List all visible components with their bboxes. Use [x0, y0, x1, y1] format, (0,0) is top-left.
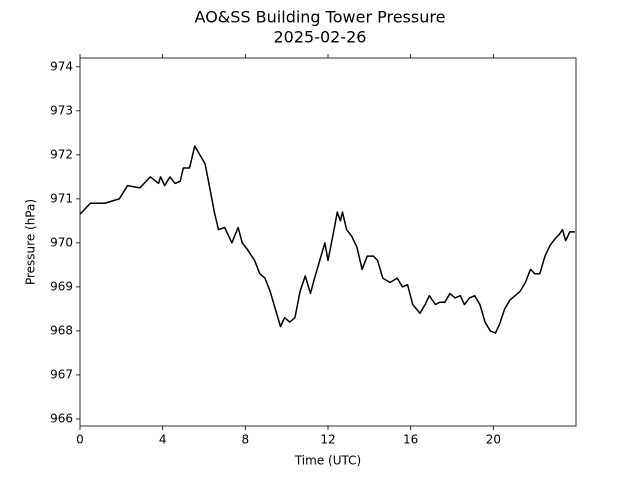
x-tick-label: 16 — [403, 433, 418, 447]
y-tick-label: 968 — [50, 323, 73, 337]
chart-title: AO&SS Building Tower Pressure — [195, 8, 446, 27]
x-axis-label: Time (UTC) — [294, 454, 361, 468]
x-tick-label: 4 — [159, 433, 167, 447]
y-tick-label: 973 — [50, 103, 73, 117]
y-tick-label: 970 — [50, 235, 73, 249]
chart-subtitle: 2025-02-26 — [274, 28, 367, 47]
y-tick-label: 966 — [50, 411, 73, 425]
y-tick-label: 974 — [50, 59, 73, 73]
y-tick-label: 967 — [50, 367, 73, 381]
y-tick-label: 971 — [50, 191, 73, 205]
x-tick-label: 12 — [320, 433, 335, 447]
y-tick-label: 969 — [50, 279, 73, 293]
x-tick-label: 8 — [242, 433, 250, 447]
plot-frame — [79, 57, 577, 427]
line-series — [79, 145, 575, 334]
x-tick-label: 0 — [76, 433, 84, 447]
x-tick-label: 20 — [486, 433, 501, 447]
y-tick-label: 972 — [50, 147, 73, 161]
y-axis-label: Pressure (hPa) — [24, 199, 38, 285]
